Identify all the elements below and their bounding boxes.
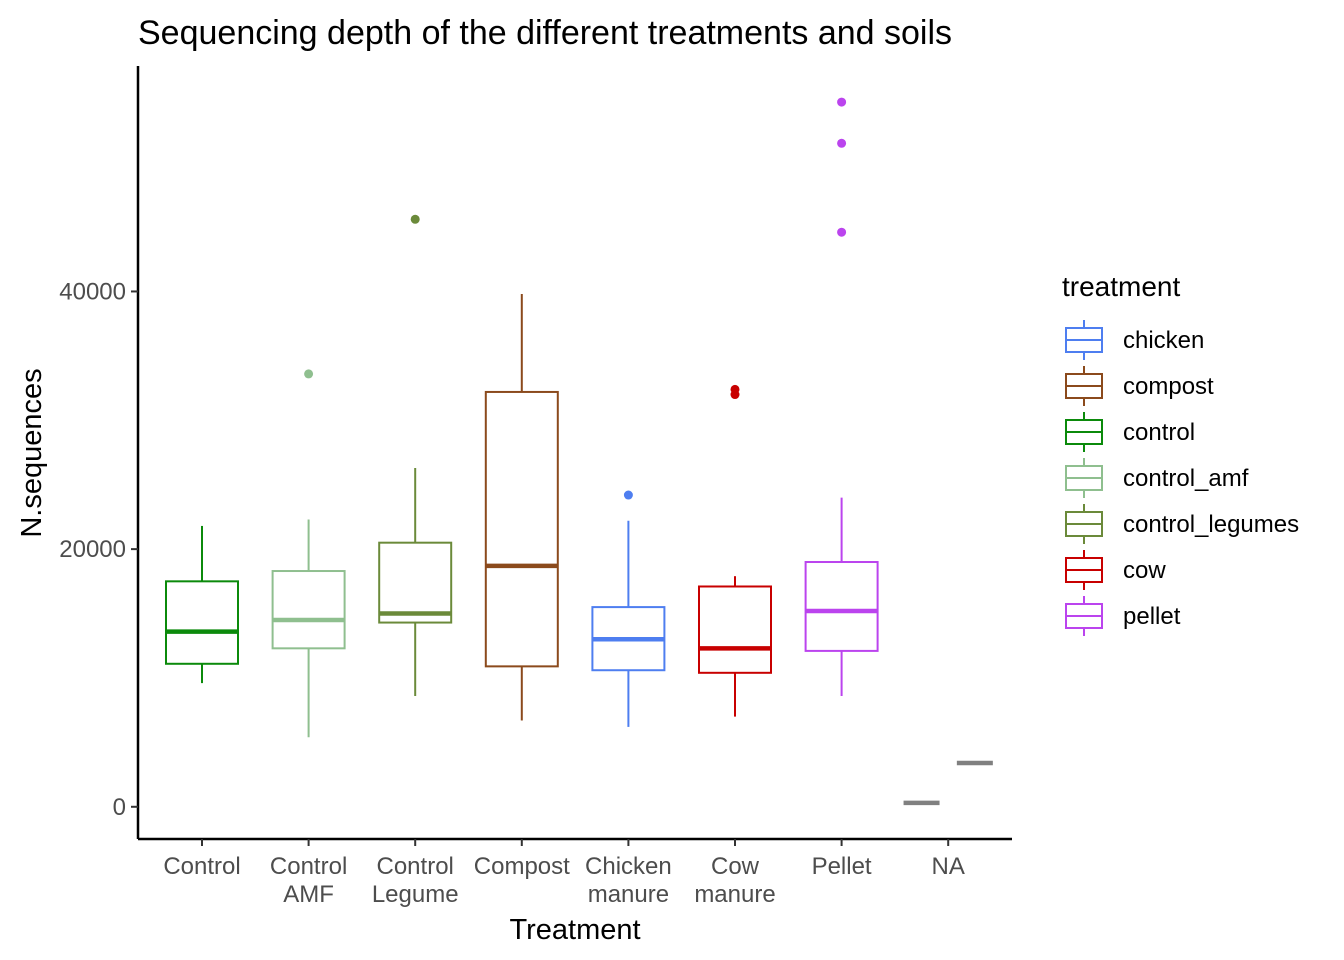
box-group	[698, 384, 772, 717]
x-tick-label: Control Legume	[372, 853, 459, 908]
legend-entry: compost	[1065, 366, 1214, 406]
x-tick-label-line: manure	[694, 881, 775, 908]
x-tick-label-line: Chicken	[585, 853, 672, 880]
chart-title: Sequencing depth of the different treatm…	[138, 14, 952, 52]
legend-entry: cow	[1065, 550, 1166, 590]
box-group	[484, 294, 559, 721]
x-tick-label: Control	[163, 853, 240, 880]
legend: treatment chicken compost control control_a…	[1062, 271, 1299, 636]
legend-label: cow	[1123, 557, 1166, 584]
y-axis-label: N.sequences	[16, 368, 48, 537]
box-group	[165, 525, 239, 684]
x-tick-label-line: Control	[163, 853, 240, 880]
legend-label: chicken	[1123, 327, 1204, 354]
x-tick-label-line: Control	[377, 853, 454, 880]
x-tick-label: Cow manure	[694, 853, 775, 908]
y-tick-label: 40000	[59, 278, 126, 305]
box-group	[271, 369, 346, 738]
box	[165, 580, 239, 665]
box-group	[804, 97, 879, 696]
y-tick-label: 20000	[59, 536, 126, 563]
x-tick-label-line: Control	[270, 853, 347, 880]
plot-area	[165, 97, 993, 806]
x-tick-label-line: Cow	[711, 853, 760, 880]
legend-entry: pellet	[1065, 596, 1181, 636]
legend-label: compost	[1123, 373, 1214, 400]
x-tick-label: Control AMF	[270, 853, 347, 908]
outlier-point	[837, 138, 847, 148]
x-tick-label-line: NA	[932, 853, 965, 880]
outlier-point	[304, 369, 314, 379]
legend-label: pellet	[1123, 603, 1181, 630]
box	[484, 390, 559, 668]
x-tick-label-line: Compost	[474, 853, 570, 880]
legend-entry: chicken	[1065, 320, 1204, 360]
box-group	[378, 214, 453, 696]
box	[698, 585, 772, 674]
outlier-point	[623, 490, 633, 500]
x-tick-label: Pellet	[812, 853, 872, 880]
legend-entry: control_legumes	[1065, 504, 1299, 544]
legend-entry: control	[1065, 412, 1195, 452]
box	[804, 561, 879, 652]
outlier-point	[837, 97, 847, 107]
x-tick-label-line: AMF	[283, 881, 334, 908]
legend-entry: control_amf	[1065, 458, 1249, 498]
outlier-point	[837, 227, 847, 237]
x-tick-label: Compost	[474, 853, 570, 880]
outlier-point	[410, 214, 420, 224]
legend-label: control	[1123, 419, 1195, 446]
box	[271, 570, 346, 650]
y-tick-label: 0	[113, 794, 126, 821]
box	[378, 541, 453, 624]
box-group	[591, 490, 666, 727]
x-tick-label: Chicken manure	[585, 853, 672, 908]
x-axis-label: Treatment	[509, 914, 640, 946]
x-tick-label-line: Pellet	[812, 853, 872, 880]
x-tick-label-line: Legume	[372, 881, 459, 908]
legend-title: treatment	[1062, 271, 1180, 302]
x-tick-label-line: manure	[588, 881, 669, 908]
outlier-point	[730, 384, 740, 394]
legend-label: control_amf	[1123, 465, 1249, 492]
x-tick-label: NA	[932, 853, 965, 880]
legend-label: control_legumes	[1123, 511, 1299, 538]
